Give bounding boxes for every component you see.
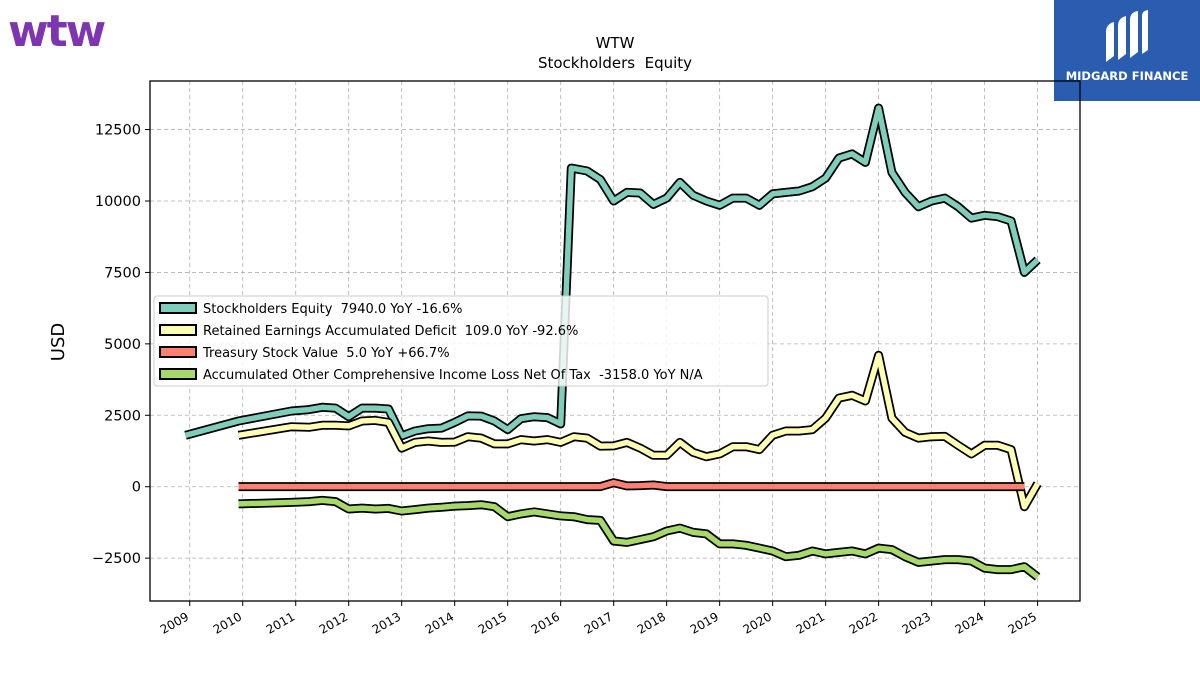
plot-frame <box>149 80 1081 602</box>
series-line <box>238 479 1025 490</box>
x-tick-label: 2019 <box>688 609 721 636</box>
x-axis-ticks: 2009 2010 2011 2012 2013 2014 2015 2016 2017 2018… <box>158 601 1039 637</box>
series-layer <box>184 103 1042 581</box>
y-tick-label: 2500 <box>104 408 141 424</box>
series-2 <box>237 350 1042 512</box>
x-tick-label: 2023 <box>900 609 933 636</box>
x-tick-label: 2014 <box>423 609 456 636</box>
x-tick-label: 2018 <box>635 609 668 636</box>
y-tick-label: 7500 <box>104 265 141 281</box>
series-line <box>184 105 1040 439</box>
x-tick-label: 2021 <box>794 609 827 636</box>
x-tick-label: 2025 <box>1006 609 1039 636</box>
y-tick-label: 10000 <box>95 194 141 210</box>
chart-subtitle: Stockholders Equity <box>538 54 692 72</box>
y-tick-label: 5000 <box>104 337 141 353</box>
x-tick-label: 2020 <box>741 609 774 636</box>
legend-swatch <box>159 302 197 314</box>
legend-label: Retained Earnings Accumulated Deficit 10… <box>203 324 578 339</box>
series-1 <box>184 103 1041 441</box>
midgard-mark-icon <box>1106 10 1148 62</box>
y-tick-label: −2500 <box>92 551 141 567</box>
y-tick-label: 0 <box>132 480 141 496</box>
x-tick-label: 2016 <box>529 609 562 636</box>
x-tick-label: 2012 <box>317 609 350 636</box>
x-tick-label: 2009 <box>158 609 191 636</box>
chart-title: WTW <box>596 34 635 52</box>
legend-swatch <box>159 346 197 358</box>
series-3 <box>238 478 1025 492</box>
series-line <box>238 497 1040 580</box>
legend-swatch <box>159 368 197 380</box>
y-axis-ticks: −2500 0 2500 5000 7500 10000 12500 <box>92 123 150 567</box>
legend-swatch <box>159 324 197 336</box>
chart-legend: Stockholders Equity 7940.0 YoY -16.6% Ret… <box>153 295 769 387</box>
legend-label: Accumulated Other Comprehensive Income L… <box>203 368 703 383</box>
series-line <box>238 352 1040 510</box>
midgard-finance-logo: MIDGARD FINANCE <box>1054 0 1200 101</box>
y-axis-label: USD <box>48 323 69 361</box>
series-4 <box>238 495 1041 581</box>
y-tick-label: 12500 <box>95 123 141 139</box>
series-line-outline <box>184 103 1041 441</box>
x-tick-label: 2010 <box>211 609 244 636</box>
x-tick-label: 2015 <box>476 609 509 636</box>
midgard-finance-name: MIDGARD FINANCE <box>1065 69 1189 83</box>
x-tick-label: 2024 <box>953 609 986 636</box>
x-tick-label: 2011 <box>264 609 297 636</box>
wtw-logo: wtw <box>8 6 106 57</box>
legend-label: Treasury Stock Value 5.0 YoY +66.7% <box>202 346 450 361</box>
legend-box <box>153 295 769 387</box>
x-tick-label: 2022 <box>847 609 880 636</box>
legend-label: Stockholders Equity 7940.0 YoY -16.6% <box>203 302 463 317</box>
x-tick-label: 2013 <box>370 609 403 636</box>
x-tick-label: 2017 <box>582 609 615 636</box>
